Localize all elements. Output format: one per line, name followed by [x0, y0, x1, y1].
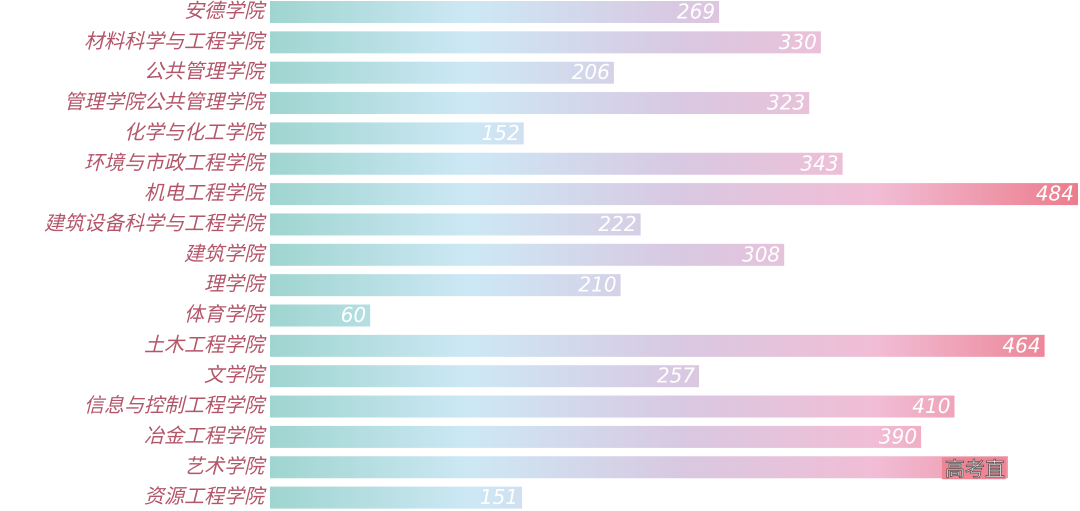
watermark: 高考直 [945, 457, 1005, 481]
bar [270, 1, 720, 23]
category-label: 文学院 [204, 363, 267, 387]
bar [270, 31, 821, 54]
bar [270, 425, 922, 448]
category-label: 冶金工程学院 [144, 423, 267, 447]
category-label: 艺术学院 [184, 454, 267, 478]
bar [270, 92, 810, 115]
bar [270, 334, 1045, 357]
category-label: 管理学院公共管理学院 [64, 90, 267, 114]
value-label: 151 [480, 485, 518, 509]
category-label: 化学与化工学院 [124, 120, 267, 144]
category-label: 材料科学与工程学院 [84, 29, 267, 53]
watermark-backdrop [941, 457, 1006, 480]
category-label: 资源工程学院 [144, 484, 267, 508]
category-label: 信息与控制工程学院 [84, 393, 267, 417]
value-label: 257 [657, 364, 695, 388]
value-label: 464 [1002, 333, 1040, 357]
value-label: 323 [767, 91, 805, 115]
value-label: 343 [800, 151, 838, 175]
bar [270, 243, 785, 266]
category-label: 建筑学院 [184, 241, 267, 265]
bar [270, 365, 700, 388]
category-label: 建筑设备科学与工程学院 [44, 211, 267, 235]
bar [270, 152, 843, 175]
bar [270, 304, 371, 327]
value-label: 410 [912, 394, 950, 418]
category-label: 体育学院 [184, 302, 267, 326]
bar [270, 456, 1008, 479]
bar [270, 61, 614, 84]
bar [270, 274, 621, 297]
category-label: 理学院 [204, 272, 267, 296]
category-label: 土木工程学院 [144, 332, 267, 356]
value-label: 390 [879, 424, 917, 448]
bar [270, 486, 523, 509]
category-label: 安德学院 [184, 0, 267, 23]
category-label: 机电工程学院 [144, 181, 267, 205]
bar [270, 213, 641, 236]
bar [270, 183, 1078, 206]
value-label: 269 [677, 0, 715, 24]
value-label: 210 [578, 273, 616, 297]
category-label: 公共管理学院 [144, 59, 267, 83]
bar [270, 122, 524, 145]
category-label: 环境与市政工程学院 [84, 150, 267, 174]
value-label: 330 [779, 30, 817, 54]
bar [270, 395, 955, 418]
value-label: 222 [598, 212, 636, 236]
value-label: 60 [341, 303, 366, 327]
value-label: 206 [572, 60, 610, 84]
value-label: 152 [482, 121, 520, 145]
value-label: 484 [1036, 182, 1074, 206]
value-label: 308 [742, 242, 780, 266]
